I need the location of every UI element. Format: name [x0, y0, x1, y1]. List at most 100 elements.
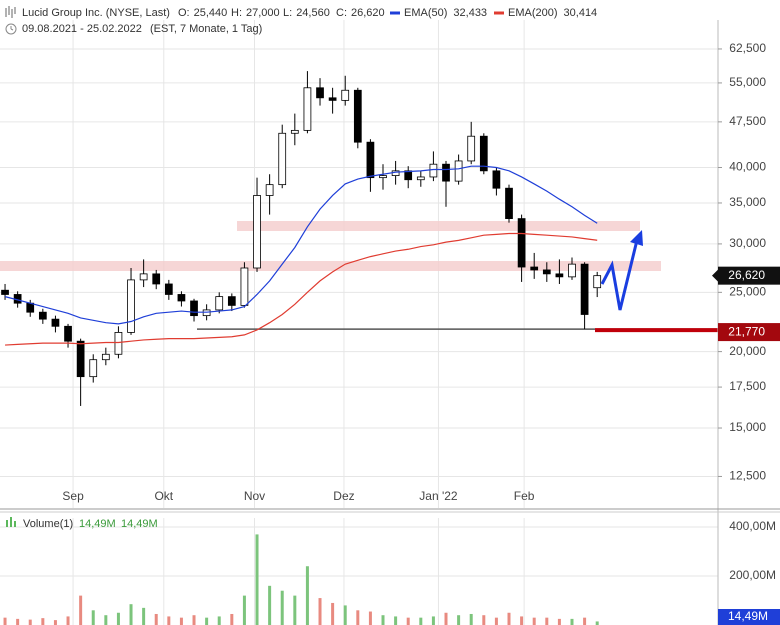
volume-bar [154, 613, 158, 625]
ohlc-key: C: [336, 7, 347, 19]
ohlc-value: 25,440 [194, 7, 228, 19]
volume-bar [230, 613, 234, 625]
last-price-label: 26,620 [728, 268, 765, 282]
volume-bar [331, 602, 335, 625]
x-tick-label: Dez [333, 489, 354, 503]
candle-body [316, 87, 324, 99]
volume-bar [205, 617, 209, 625]
volume-bar [293, 595, 297, 625]
y-tick-label: 400,00M [729, 519, 776, 533]
volume-bar [53, 620, 57, 625]
candle-body [51, 318, 60, 327]
volume-bar [129, 604, 133, 625]
legend-value: 32,433 [453, 7, 487, 19]
resistance-zone [237, 221, 640, 231]
y-tick-label: 200,00M [729, 568, 776, 582]
candle-body [76, 340, 85, 378]
candle-body [1, 289, 9, 295]
candle-body [517, 218, 526, 268]
legend-name: EMA(50) [404, 7, 447, 19]
volume-bar [444, 612, 448, 625]
x-tick-label: Feb [514, 489, 535, 503]
legend-item: EMA(200) 30,414 [508, 7, 597, 19]
candle-body [127, 279, 135, 333]
candle-body [492, 170, 501, 189]
volume-bar [368, 611, 372, 625]
candle-body [416, 176, 425, 181]
volume-bar [507, 612, 511, 625]
y-tick-label: 35,000 [729, 195, 766, 209]
candle-body [64, 325, 72, 342]
candle-body [240, 267, 249, 306]
support-tag [718, 323, 780, 342]
volume-tag [718, 609, 780, 625]
volume-icon [6, 517, 16, 527]
volume-bar [431, 616, 435, 625]
y-tick-label: 30,000 [729, 236, 766, 250]
arrow-head [630, 230, 643, 246]
x-tick-label: Jan '22 [419, 489, 458, 503]
volume-bar [595, 621, 599, 625]
ohlc-item: L: 24,560 [283, 7, 330, 19]
y-tick-label: 15,000 [729, 420, 766, 434]
candle-body [379, 175, 387, 179]
candle-body [265, 184, 274, 196]
y-tick-label: 62,500 [729, 41, 766, 55]
candle-body [328, 97, 337, 101]
y-tick-label: 40,000 [729, 160, 766, 174]
volume-bar [280, 590, 284, 625]
candle-body [164, 283, 173, 295]
candle-body [26, 302, 35, 313]
volume-bar [343, 605, 347, 625]
volume-legend: Volume(1) [23, 518, 73, 530]
y-tick-label: 55,000 [729, 75, 766, 89]
last-price-tag [718, 266, 780, 285]
candle-body [442, 163, 450, 182]
volume-bar [217, 616, 221, 625]
volume-bar [79, 595, 83, 625]
chart-note: (EST, 7 Monate, 1 Tag) [150, 23, 262, 35]
ohlc-item: O: 25,440 [178, 7, 227, 19]
chart-title: Lucid Group Inc. (NYSE, Last) [22, 7, 170, 19]
ohlc-item: H: 27,000 [231, 7, 280, 19]
ohlc-key: H: [231, 7, 242, 19]
volume-bar [142, 607, 146, 625]
candle-body [38, 311, 47, 320]
candle-body [530, 266, 539, 271]
volume-bar [167, 616, 171, 625]
y-tick-label: 17,500 [729, 379, 766, 393]
date-range: 09.08.2021 - 25.02.2022 [22, 23, 142, 35]
legend: EMA(50) 32,433 EMA(200) 30,414 [390, 7, 597, 19]
candle-body [101, 353, 110, 361]
volume-bar [192, 615, 196, 625]
ema-line [4, 165, 598, 325]
candle-body [366, 141, 375, 179]
volume-bar [16, 618, 20, 625]
volume-bar [583, 617, 587, 625]
candle-body [303, 87, 312, 131]
volume-bar [482, 615, 486, 625]
candle-body [568, 263, 576, 278]
candle-body [454, 160, 463, 182]
candle-body [555, 273, 564, 278]
volume-bar [66, 616, 70, 625]
candle-body [139, 273, 148, 281]
volume-bar [91, 610, 95, 625]
y-tick-label: 12,500 [729, 469, 766, 483]
candle-body [278, 132, 287, 186]
volume-bar [356, 610, 360, 625]
volume-bar [318, 598, 322, 625]
volume-bar [305, 566, 309, 625]
candle-body [505, 187, 513, 219]
candle-body [580, 263, 589, 315]
volume-bar [406, 617, 410, 625]
volume-bar [457, 615, 461, 625]
support-label: 21,770 [728, 324, 765, 338]
axes: 12,500 15,000 17,500 20,000 25,000 30,000 35,0… [62, 41, 780, 625]
candle-body [253, 195, 261, 269]
candle-body [114, 332, 123, 355]
volume-bar [116, 612, 120, 625]
x-tick-label: Okt [154, 489, 173, 503]
